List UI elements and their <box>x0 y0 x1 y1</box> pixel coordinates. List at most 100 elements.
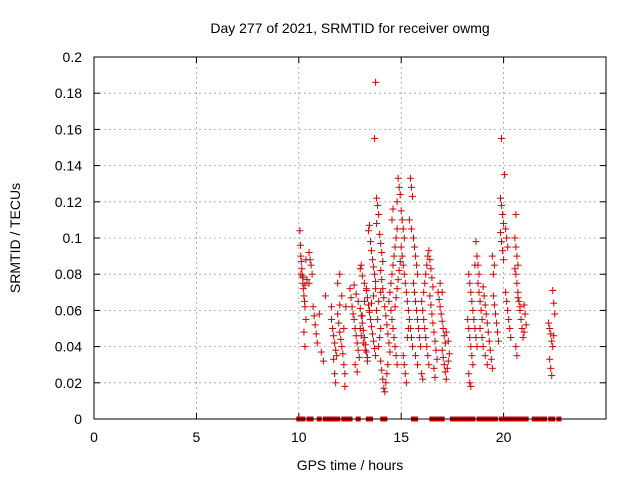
data-point <box>379 375 387 383</box>
data-point <box>493 328 501 336</box>
data-point <box>387 306 395 314</box>
data-point <box>375 297 383 305</box>
data-point <box>513 252 521 260</box>
data-point <box>472 238 480 246</box>
data-point <box>549 343 557 351</box>
data-point <box>548 337 556 345</box>
data-point <box>545 319 553 327</box>
data-point <box>388 315 396 323</box>
data-point <box>407 183 415 191</box>
data-point <box>359 339 367 347</box>
data-point <box>416 334 424 342</box>
data-point <box>315 310 323 318</box>
data-point <box>328 303 336 311</box>
data-point <box>328 315 336 323</box>
data-point <box>393 198 401 206</box>
data-point <box>358 272 366 280</box>
data-point <box>307 261 315 269</box>
data-point <box>439 325 447 332</box>
data-point <box>437 310 445 318</box>
data-point <box>371 134 379 142</box>
data-point <box>361 346 369 354</box>
data-point <box>512 270 520 278</box>
data-point <box>377 325 385 332</box>
data-point <box>391 243 399 251</box>
data-point <box>364 227 372 235</box>
data-point <box>498 201 506 209</box>
data-point <box>487 355 495 363</box>
data-point <box>366 315 374 323</box>
data-point <box>389 325 397 332</box>
data-point <box>550 299 558 307</box>
data-point <box>432 346 440 354</box>
data-point <box>419 375 427 383</box>
data-point <box>376 230 384 238</box>
data-point <box>440 332 448 340</box>
data-point <box>473 343 481 351</box>
data-point <box>384 361 392 369</box>
data-point <box>334 310 342 318</box>
data-point <box>350 281 358 289</box>
data-point <box>356 325 364 332</box>
data-point <box>480 292 488 300</box>
data-point <box>395 183 403 191</box>
y-tick-label: 0.04 <box>55 339 82 355</box>
data-point <box>330 332 338 340</box>
data-point <box>296 227 304 235</box>
data-point <box>305 248 313 256</box>
data-point <box>438 317 446 325</box>
data-point <box>431 373 439 381</box>
data-point <box>502 288 510 296</box>
data-point <box>380 384 388 392</box>
data-point <box>341 382 349 390</box>
grid-lines <box>94 57 606 419</box>
data-point <box>408 192 416 200</box>
data-point <box>369 256 377 264</box>
data-point <box>372 352 380 360</box>
data-point <box>443 364 451 372</box>
data-point <box>430 328 438 336</box>
data-point <box>392 352 400 360</box>
data-point <box>440 361 448 369</box>
data-point <box>386 348 394 356</box>
data-point <box>417 343 425 351</box>
data-point <box>402 288 410 296</box>
data-point <box>506 325 514 332</box>
data-point <box>504 306 512 314</box>
data-point <box>349 310 357 318</box>
data-point <box>379 285 387 293</box>
data-point <box>467 343 475 351</box>
data-point <box>498 238 506 246</box>
data-point <box>481 352 489 360</box>
data-point <box>488 364 496 372</box>
data-point <box>415 325 423 332</box>
y-tick-label: 0.08 <box>55 266 82 282</box>
data-point <box>347 294 355 302</box>
data-point <box>546 325 554 332</box>
data-point <box>472 334 480 342</box>
data-point <box>481 301 489 309</box>
data-point <box>406 174 414 182</box>
data-point <box>334 279 342 287</box>
data-point <box>512 210 520 218</box>
data-point <box>429 319 437 327</box>
y-tick-label: 0.02 <box>55 375 82 391</box>
data-point <box>514 261 522 269</box>
data-point <box>429 283 437 291</box>
data-point <box>364 301 372 309</box>
data-point <box>399 225 407 233</box>
data-point <box>372 285 380 293</box>
data-point <box>511 234 519 242</box>
data-point <box>486 346 494 354</box>
data-point <box>468 352 476 360</box>
data-point <box>465 370 473 378</box>
y-tick-label: 0.1 <box>63 230 83 246</box>
data-point <box>376 334 384 342</box>
data-point <box>350 315 358 323</box>
data-point <box>357 261 365 269</box>
data-point <box>398 252 406 260</box>
data-point <box>340 361 348 369</box>
data-point <box>504 243 512 251</box>
data-point <box>476 325 484 332</box>
data-point <box>301 281 309 289</box>
